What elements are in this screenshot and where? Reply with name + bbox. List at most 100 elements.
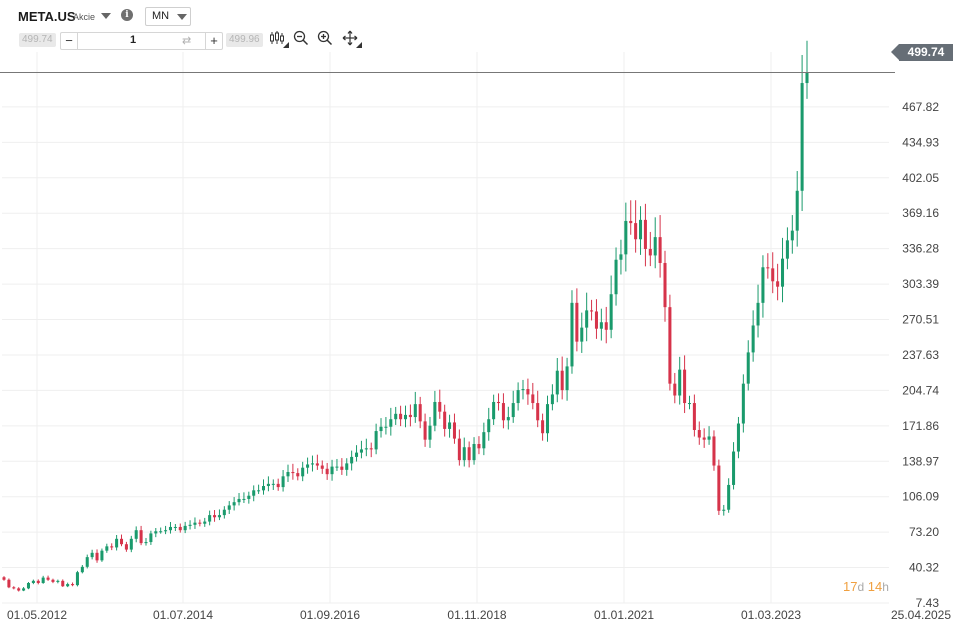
candle xyxy=(467,441,471,468)
candle xyxy=(683,355,687,414)
candles xyxy=(2,40,809,592)
x-tick-label: 01.05.2012 xyxy=(7,608,67,622)
candle xyxy=(227,501,231,514)
countdown-hours: 14 xyxy=(867,579,883,594)
candle xyxy=(790,215,794,254)
candle xyxy=(482,422,486,456)
candle xyxy=(330,459,334,481)
symbol-dropdown-icon[interactable] xyxy=(101,13,111,19)
crosshair-move-icon[interactable] xyxy=(342,30,362,48)
candle xyxy=(443,404,447,437)
candle xyxy=(119,534,124,547)
candle xyxy=(41,575,45,584)
quantity-stepper: − 1 ⇄ + xyxy=(60,32,223,50)
candle xyxy=(286,464,290,482)
symbol-name[interactable]: META.US xyxy=(18,9,76,24)
candle xyxy=(374,423,378,455)
candle xyxy=(438,389,442,419)
candle xyxy=(555,357,559,403)
candle xyxy=(345,458,349,476)
candle xyxy=(335,458,339,471)
candle xyxy=(159,527,163,534)
candle xyxy=(46,575,50,581)
x-tick-label: 25.04.2025 xyxy=(891,608,951,622)
candle xyxy=(722,504,726,516)
candle xyxy=(648,231,652,267)
decrease-quantity-button[interactable]: − xyxy=(61,33,78,49)
candle xyxy=(80,565,84,574)
candle xyxy=(222,506,226,519)
candle xyxy=(403,405,408,428)
candle xyxy=(560,356,564,400)
candle xyxy=(85,554,89,569)
candle xyxy=(325,462,329,480)
candle xyxy=(340,458,344,475)
candle xyxy=(653,217,657,269)
sell-price[interactable]: 499.74 xyxy=(19,33,56,47)
candle xyxy=(252,485,256,502)
candle xyxy=(242,492,246,503)
candle xyxy=(36,579,40,585)
candle xyxy=(301,461,305,482)
candle xyxy=(448,414,452,438)
candle xyxy=(531,382,535,410)
candle xyxy=(296,468,300,481)
candle xyxy=(359,440,363,459)
candle xyxy=(634,200,638,253)
y-tick-label: 204.74 xyxy=(902,383,939,397)
increase-quantity-button[interactable]: + xyxy=(205,33,222,49)
candle xyxy=(389,407,393,436)
candle xyxy=(570,290,574,374)
candle xyxy=(497,393,501,411)
candle xyxy=(237,493,241,506)
quantity-input[interactable]: 1 xyxy=(129,34,137,46)
candle xyxy=(257,484,261,494)
candle xyxy=(550,384,554,411)
candle xyxy=(771,252,775,294)
candle xyxy=(585,292,589,342)
candle xyxy=(2,576,6,581)
candle xyxy=(261,479,266,495)
candle xyxy=(727,478,731,513)
zoom-out-icon[interactable] xyxy=(293,30,311,48)
candle xyxy=(56,579,60,584)
swap-icon[interactable]: ⇄ xyxy=(182,35,192,47)
candle xyxy=(17,587,21,592)
candle xyxy=(168,522,172,534)
candle xyxy=(281,469,285,492)
candle xyxy=(511,390,515,423)
y-tick-label: 106.09 xyxy=(902,490,939,504)
candle xyxy=(408,404,412,427)
candle xyxy=(692,394,696,437)
candle xyxy=(732,442,736,490)
candle xyxy=(472,437,476,465)
candle xyxy=(149,530,153,545)
candle xyxy=(594,299,598,339)
candle xyxy=(394,406,398,425)
candle xyxy=(477,436,481,455)
x-tick-label: 01.01.2021 xyxy=(594,608,654,622)
timeframe-select[interactable]: MN xyxy=(145,7,191,26)
candle xyxy=(276,478,280,491)
candle xyxy=(736,416,740,459)
candlestick-type-icon[interactable] xyxy=(269,30,289,48)
candle xyxy=(536,390,540,428)
candle xyxy=(129,535,133,553)
candle xyxy=(413,391,417,423)
zoom-in-icon[interactable] xyxy=(317,30,335,48)
candle xyxy=(364,438,368,457)
x-tick-label: 01.11.2018 xyxy=(447,608,506,622)
candle xyxy=(462,437,466,467)
symbol-type: Akcie xyxy=(73,12,96,22)
candle xyxy=(629,200,633,235)
candle xyxy=(658,215,662,278)
candle xyxy=(766,253,770,279)
candle xyxy=(575,288,579,352)
buy-price[interactable]: 499.96 xyxy=(226,33,263,47)
x-tick-label: 01.09.2016 xyxy=(300,608,360,622)
y-tick-label: 434.93 xyxy=(902,135,939,149)
candle xyxy=(12,586,16,590)
info-icon[interactable]: i xyxy=(121,9,133,21)
candle xyxy=(369,442,373,458)
